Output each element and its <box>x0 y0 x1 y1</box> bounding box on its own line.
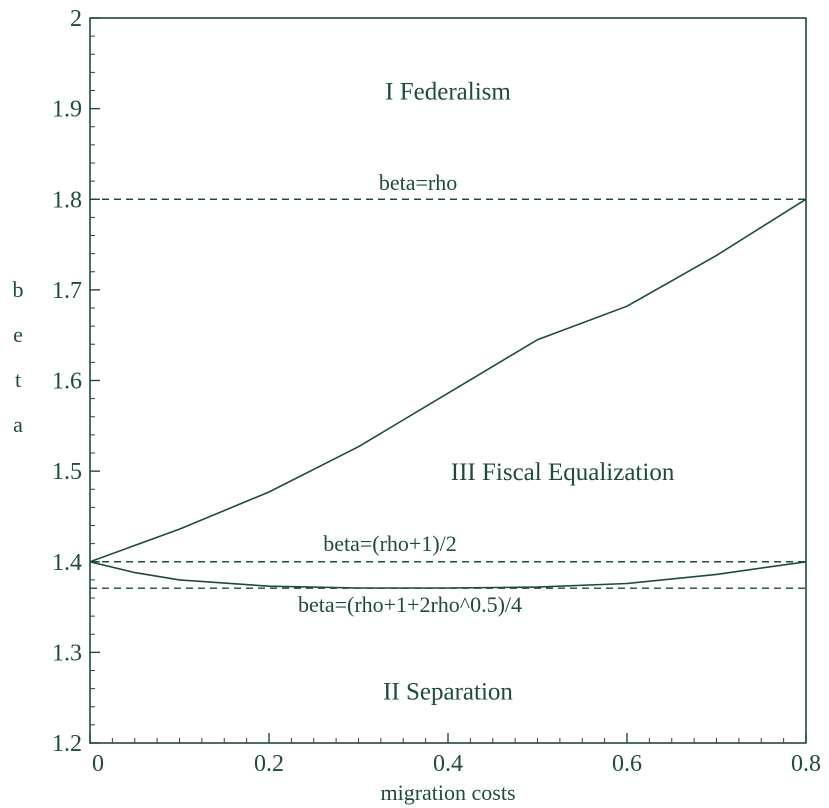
y-tick-label: 1.6 <box>52 369 82 395</box>
y-tick-label: 1.5 <box>52 459 82 485</box>
x-tick-label: 0 <box>92 751 104 777</box>
y-tick-label: 2 <box>70 6 82 32</box>
y-tick-label: 1.4 <box>52 550 82 576</box>
labels: beta=rho beta=(rho+1)/2 beta=(rho+1+2rho^0… <box>13 79 675 805</box>
x-tick-label: 0.6 <box>612 751 642 777</box>
y-tick-label: 1.3 <box>52 640 82 666</box>
axes <box>89 17 807 744</box>
series <box>89 198 807 589</box>
plot-frame <box>89 17 807 744</box>
y-tick-label: 1.2 <box>52 731 82 757</box>
region-label: I Federalism <box>385 79 511 106</box>
y-tick-label: 1.8 <box>52 187 82 213</box>
x-axis-label: migration costs <box>380 780 515 805</box>
reference-line-label: beta=(rho+1)/2 <box>323 531 457 556</box>
reference-line-label: beta=rho <box>379 170 457 195</box>
region-label: II Separation <box>383 679 513 706</box>
series-line <box>89 561 807 589</box>
reference-line-label: beta=(rho+1+2rho^0.5)/4 <box>298 592 522 617</box>
x-tick-label: 0.4 <box>433 751 463 777</box>
y-tick-label: 1.9 <box>52 97 82 123</box>
x-tick-label: 0.2 <box>254 751 284 777</box>
ticks: 1.2 1.3 1.4 1.5 1.6 1.7 1.8 1.9 2 0 0.2 0.4 0.6 0.8 <box>52 6 821 777</box>
region-label: III Fiscal Equalization <box>451 459 675 486</box>
y-tick-label: 1.7 <box>52 278 82 304</box>
series-line <box>89 198 807 563</box>
x-tick-label: 0.8 <box>791 751 821 777</box>
